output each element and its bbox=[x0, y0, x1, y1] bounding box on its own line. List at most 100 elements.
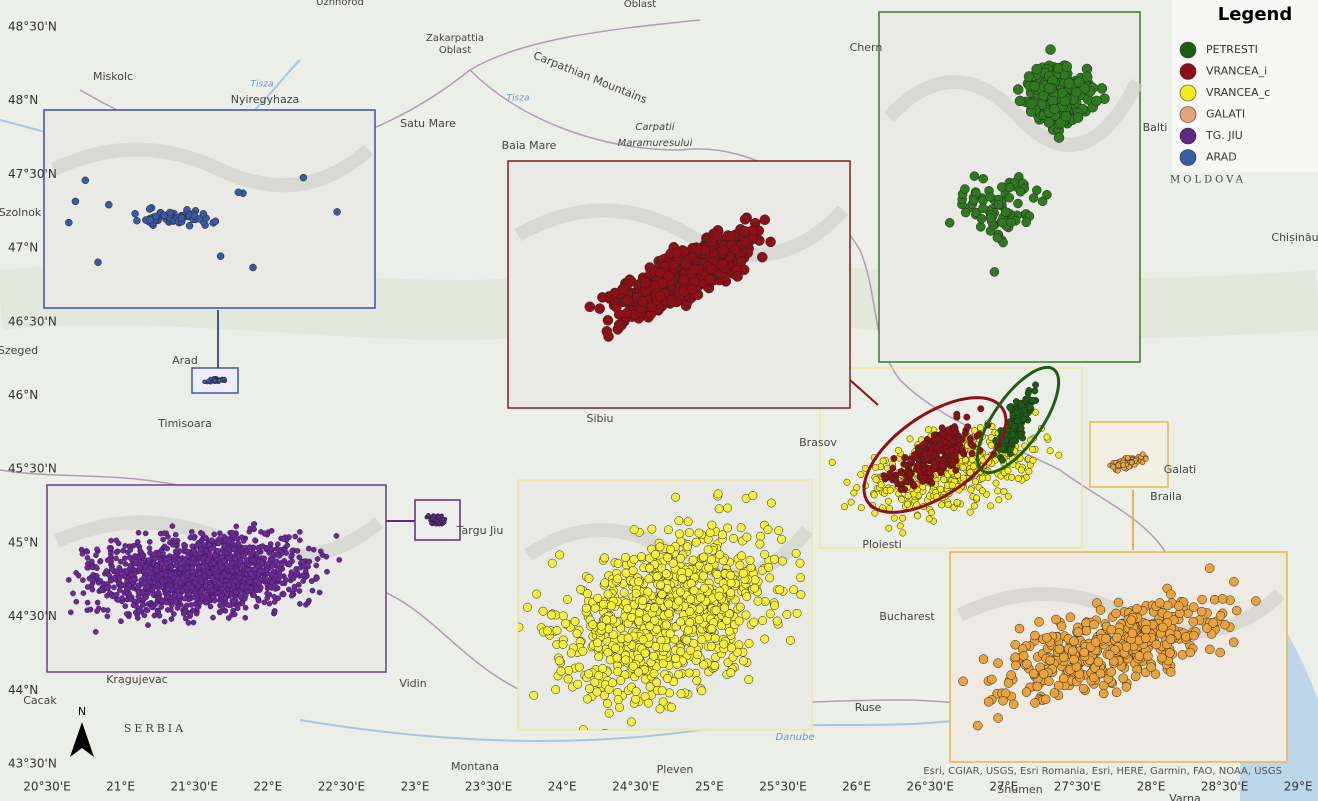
event bbox=[145, 205, 154, 213]
event bbox=[217, 593, 224, 600]
event bbox=[682, 635, 692, 645]
event bbox=[280, 591, 287, 598]
event bbox=[122, 543, 129, 549]
event bbox=[223, 562, 230, 568]
event bbox=[164, 586, 171, 592]
event bbox=[725, 230, 736, 242]
event bbox=[920, 440, 928, 448]
event bbox=[973, 494, 981, 502]
event bbox=[256, 568, 263, 574]
event bbox=[288, 592, 295, 599]
event bbox=[647, 524, 657, 534]
event bbox=[726, 668, 736, 678]
event bbox=[720, 603, 730, 613]
event bbox=[212, 378, 218, 383]
event bbox=[657, 589, 667, 599]
event bbox=[634, 616, 644, 626]
event bbox=[652, 678, 662, 687]
event bbox=[136, 608, 143, 614]
event bbox=[1043, 433, 1051, 441]
event bbox=[314, 556, 321, 562]
event bbox=[707, 520, 717, 530]
event bbox=[626, 717, 636, 727]
event bbox=[967, 486, 975, 494]
event bbox=[199, 587, 205, 593]
event bbox=[547, 558, 557, 568]
event bbox=[764, 562, 774, 572]
event bbox=[655, 542, 665, 552]
event bbox=[968, 450, 976, 457]
event bbox=[714, 504, 724, 514]
event bbox=[249, 549, 256, 556]
event bbox=[726, 570, 736, 580]
event bbox=[978, 203, 988, 214]
event-cluster bbox=[81, 176, 90, 185]
event bbox=[158, 584, 165, 590]
event bbox=[191, 547, 197, 554]
event bbox=[1055, 451, 1063, 459]
event bbox=[1000, 488, 1008, 496]
event bbox=[789, 585, 799, 595]
event bbox=[1013, 198, 1023, 209]
event bbox=[739, 656, 748, 666]
event bbox=[717, 258, 729, 270]
event bbox=[628, 661, 638, 671]
event bbox=[180, 559, 187, 566]
event bbox=[284, 542, 291, 549]
event bbox=[857, 471, 865, 479]
event bbox=[566, 648, 576, 658]
event bbox=[999, 456, 1006, 464]
event bbox=[182, 615, 189, 622]
event bbox=[435, 518, 440, 524]
event bbox=[616, 676, 626, 685]
event bbox=[319, 552, 326, 558]
event bbox=[953, 498, 961, 506]
event bbox=[302, 568, 309, 575]
event bbox=[934, 455, 942, 463]
event bbox=[960, 207, 971, 218]
event bbox=[940, 476, 948, 484]
event bbox=[959, 464, 967, 472]
event bbox=[769, 554, 779, 564]
event bbox=[601, 728, 608, 730]
event bbox=[717, 530, 727, 540]
event bbox=[253, 603, 260, 610]
event bbox=[1139, 459, 1146, 466]
event bbox=[239, 583, 246, 590]
event bbox=[305, 599, 311, 606]
event bbox=[675, 587, 685, 597]
event bbox=[671, 653, 681, 663]
event bbox=[738, 568, 748, 578]
event bbox=[145, 622, 151, 628]
event bbox=[173, 599, 179, 606]
event bbox=[622, 295, 633, 306]
event bbox=[135, 529, 142, 536]
event bbox=[995, 496, 1003, 504]
event bbox=[792, 608, 802, 618]
event bbox=[71, 197, 80, 206]
event bbox=[333, 208, 341, 216]
event bbox=[665, 629, 675, 639]
event bbox=[1044, 82, 1055, 94]
event bbox=[93, 552, 99, 559]
event bbox=[759, 214, 771, 226]
event bbox=[668, 259, 679, 271]
event bbox=[84, 555, 91, 561]
event bbox=[925, 469, 933, 476]
event bbox=[925, 515, 933, 523]
event bbox=[295, 581, 302, 588]
event bbox=[108, 537, 114, 544]
event bbox=[706, 641, 716, 651]
event bbox=[594, 671, 604, 681]
event bbox=[532, 589, 542, 599]
event bbox=[992, 479, 1000, 487]
event bbox=[989, 267, 1000, 277]
event bbox=[661, 569, 671, 579]
event bbox=[173, 562, 179, 569]
event bbox=[293, 566, 300, 572]
event bbox=[210, 594, 216, 601]
event bbox=[266, 560, 272, 566]
event bbox=[230, 598, 237, 605]
event bbox=[271, 608, 278, 614]
event bbox=[167, 559, 173, 565]
